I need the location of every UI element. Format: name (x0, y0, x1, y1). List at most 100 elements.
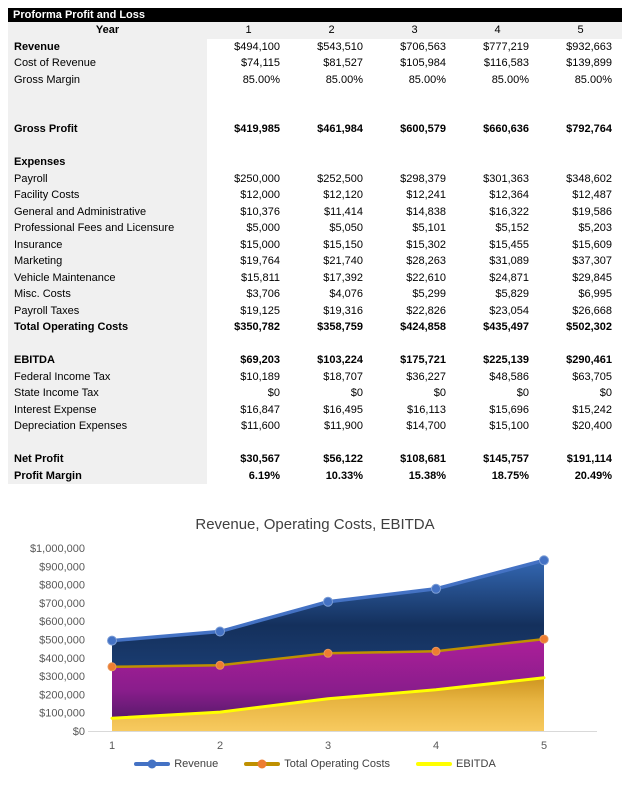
marker-revenue (539, 555, 549, 566)
y-axis-tick-label: $100,000 (39, 708, 85, 720)
value-cell: $0 (599, 387, 612, 399)
value-cell: $16,495 (323, 403, 363, 416)
row-label: Depreciation Expenses (8, 418, 207, 435)
table-row: Cost of Revenue $74,115 $81,527 $105,984 $11… (8, 55, 622, 72)
value-cell: $19,316 (323, 304, 363, 317)
value-cell: $12,487 (572, 189, 612, 201)
table-row: Insurance $15,000 $15,150 $15,302 $15,455 $15… (8, 236, 622, 253)
table-row: Payroll Taxes $19,125 $19,316 $22,826 $23,05… (8, 302, 622, 319)
value-cell: $12,241 (406, 189, 446, 201)
row-label (8, 335, 207, 352)
table-body: Revenue $494,100 $543,510 $706,563 $777,219 $… (8, 38, 622, 484)
y-axis-tick-label: $500,000 (39, 635, 85, 647)
value-cell: $932,663 (566, 40, 612, 53)
value-cell: $494,100 (234, 40, 280, 53)
marker-total-operating-costs (107, 662, 117, 672)
row-label: Interest Expense (8, 401, 207, 418)
row-label: Federal Income Tax (8, 368, 207, 385)
value-cell: $23,054 (489, 304, 529, 317)
x-axis-tick-label: 2 (217, 740, 223, 752)
value-cell: $252,500 (317, 172, 363, 185)
value-cell: $792,764 (566, 123, 612, 135)
value-cell: $11,900 (324, 420, 363, 432)
chart-legend: Revenue Total Operating Costs EBITDA (0, 758, 630, 770)
year-header-cell: 1 (245, 24, 252, 36)
table-row: EBITDA $69,203 $103,224 $175,721 $225,139 $29… (8, 352, 622, 369)
marker-total-operating-costs (215, 660, 225, 670)
legend-label: Total Operating Costs (284, 758, 391, 770)
marker-revenue (107, 635, 117, 646)
spacer-row (8, 104, 622, 121)
legend-line-swatch (416, 762, 453, 766)
row-label: Payroll (8, 170, 207, 187)
row-label (8, 104, 207, 121)
row-label: Facility Costs (8, 187, 207, 204)
value-cell: $5,000 (246, 222, 280, 234)
value-cell: $14,838 (406, 205, 446, 218)
value-cell: $15,150 (323, 238, 363, 251)
year-header-cell: 2 (328, 24, 335, 36)
table-row: Total Operating Costs $350,782 $358,759 $42… (8, 319, 622, 336)
year-label: Year (8, 22, 207, 39)
value-cell: 20.49% (574, 469, 612, 482)
table-row: Vehicle Maintenance $15,811 $17,392 $22,610… (8, 269, 622, 286)
row-label (8, 88, 207, 105)
value-cell: $12,000 (240, 189, 280, 201)
value-cell: $15,609 (572, 238, 612, 251)
chart-area-chart: Revenue, Operating Costs, EBITDA $1,000,0… (0, 505, 630, 789)
value-cell: $461,984 (317, 123, 363, 135)
value-cell: $4,076 (329, 288, 363, 300)
table-row: Profit Margin 6.19% 10.33% 15.38% 18.75% 20.4… (8, 467, 622, 484)
value-cell: $24,871 (489, 271, 529, 284)
value-cell: $37,307 (572, 255, 612, 267)
value-cell: $81,527 (323, 57, 363, 69)
row-label: Revenue (8, 38, 207, 55)
value-cell: $5,203 (578, 222, 612, 234)
marker-revenue (323, 596, 333, 607)
value-cell: $16,113 (407, 403, 446, 416)
value-cell: $5,829 (495, 288, 529, 300)
row-label: State Income Tax (8, 385, 207, 402)
value-cell: 18.75% (491, 469, 529, 482)
spacer-row (8, 434, 622, 451)
row-label: Profit Margin (8, 467, 207, 484)
marker-total-operating-costs (323, 648, 333, 658)
value-cell: $22,826 (406, 304, 446, 317)
table-row: Expenses (8, 154, 622, 171)
table-row: Misc. Costs $3,706 $4,076 $5,299 $5,829 $6,99… (8, 286, 622, 303)
value-cell: $56,122 (323, 453, 363, 465)
value-cell: $15,696 (489, 403, 529, 416)
value-cell: 15.38% (408, 469, 446, 482)
value-cell: $116,583 (483, 57, 529, 69)
value-cell: $10,189 (240, 370, 280, 383)
value-cell: $29,845 (572, 271, 612, 284)
value-cell: $108,681 (400, 453, 446, 465)
value-cell: $103,224 (317, 354, 363, 366)
legend-item-ebitda: EBITDA (416, 758, 496, 770)
value-cell: $0 (433, 387, 446, 399)
legend-marker-dot (257, 759, 267, 769)
y-axis-tick-label: $1,000,000 (30, 543, 85, 555)
spacer-row (8, 88, 622, 105)
value-cell: $10,376 (240, 205, 280, 218)
marker-total-operating-costs (431, 646, 441, 656)
x-axis-tick-label: 1 (109, 740, 115, 752)
line-ebitda (110, 676, 546, 720)
value-cell: $298,379 (400, 172, 446, 185)
row-label: Gross Profit (8, 121, 207, 138)
value-cell: $502,302 (566, 321, 612, 333)
value-cell: $69,203 (240, 354, 280, 366)
y-axis-tick-label: $0 (73, 726, 85, 738)
value-cell: $15,100 (489, 420, 529, 432)
y-axis-tick-label: $200,000 (39, 689, 85, 701)
table-title: Proforma Profit and Loss (13, 9, 146, 21)
value-cell: $22,610 (406, 271, 446, 284)
value-cell: $16,322 (489, 205, 529, 218)
value-cell: 85.00% (325, 73, 363, 86)
value-cell: 10.33% (325, 469, 363, 482)
value-cell: $21,740 (323, 255, 363, 267)
value-cell: $30,567 (240, 453, 280, 465)
row-label: Net Profit (8, 451, 207, 468)
value-cell: $16,847 (240, 403, 280, 416)
